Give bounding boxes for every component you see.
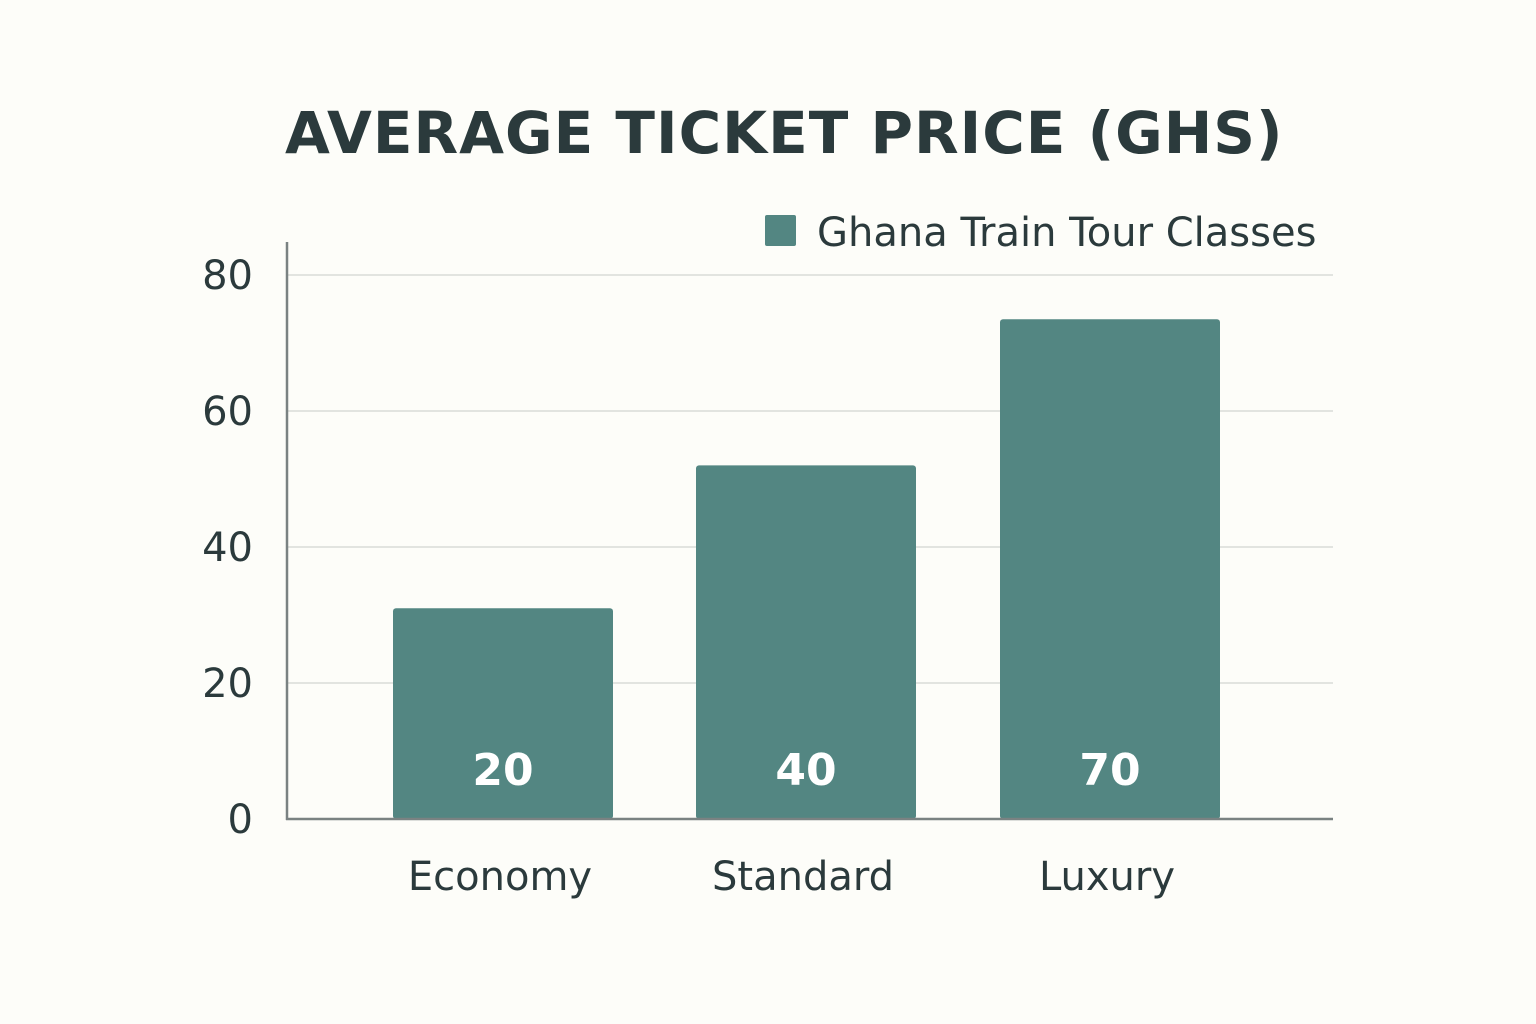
bar-value-label-economy: 20 — [472, 745, 533, 796]
y-tick-label-0: 0 — [228, 797, 253, 843]
bar-standard — [696, 465, 916, 819]
x-tick-label-standard: Standard — [712, 854, 894, 900]
x-axis-categories: Economy Standard Luxury — [408, 854, 1175, 900]
bar-economy — [393, 608, 613, 819]
chart-title: AVERAGE TICKET PRICE (GHS) — [285, 99, 1284, 167]
y-tick-label-40: 40 — [202, 525, 253, 571]
legend-swatch — [765, 215, 796, 246]
y-tick-label-20: 20 — [202, 661, 253, 707]
legend: Ghana Train Tour Classes — [765, 210, 1316, 256]
y-axis-ticks: 0 20 40 60 80 — [202, 253, 253, 843]
legend-label: Ghana Train Tour Classes — [817, 210, 1316, 256]
bar-value-label-standard: 40 — [775, 745, 836, 796]
x-tick-label-luxury: Luxury — [1039, 854, 1175, 900]
x-tick-label-economy: Economy — [408, 854, 592, 900]
bars: 20 40 70 — [393, 319, 1220, 819]
bar-value-label-luxury: 70 — [1079, 745, 1140, 796]
y-tick-label-60: 60 — [202, 389, 253, 435]
y-tick-label-80: 80 — [202, 253, 253, 299]
bar-luxury — [1000, 319, 1220, 819]
